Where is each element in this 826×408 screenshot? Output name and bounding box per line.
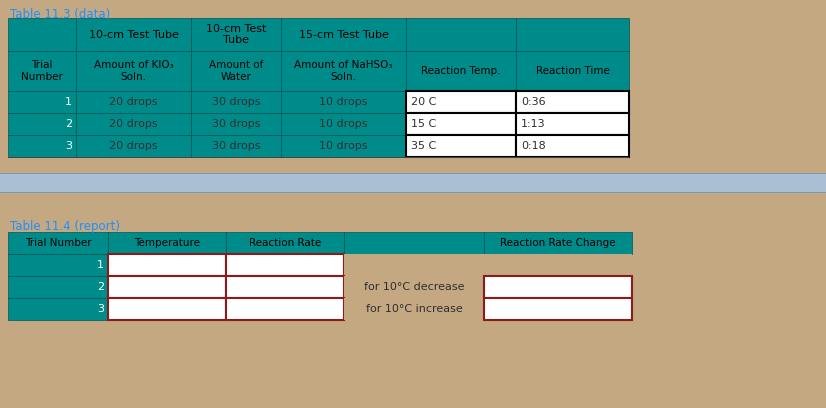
Text: Reaction Temp.: Reaction Temp. <box>421 66 501 76</box>
Bar <box>191 18 281 51</box>
Text: Temperature: Temperature <box>134 238 200 248</box>
Text: 10-cm Test
Tube: 10-cm Test Tube <box>206 24 266 45</box>
Bar <box>76 18 191 51</box>
Bar <box>406 135 516 157</box>
Text: 2: 2 <box>65 119 72 129</box>
Text: 0:18: 0:18 <box>521 141 546 151</box>
Text: 20 C: 20 C <box>411 97 436 107</box>
Text: 30 drops: 30 drops <box>211 97 260 107</box>
Bar <box>516 135 629 157</box>
Text: 35 C: 35 C <box>411 141 436 151</box>
Bar <box>406 51 516 91</box>
Bar <box>8 232 108 254</box>
Text: 1:13: 1:13 <box>521 119 546 129</box>
Bar <box>0 191 826 193</box>
Text: 3: 3 <box>97 304 104 314</box>
Text: Amount of
Water: Amount of Water <box>209 60 263 82</box>
Bar <box>344 232 484 254</box>
Bar <box>108 232 226 254</box>
Text: for 10°C decrease: for 10°C decrease <box>363 282 464 292</box>
Text: Table 11.4 (report): Table 11.4 (report) <box>10 220 120 233</box>
Bar <box>108 298 226 320</box>
Text: 10 drops: 10 drops <box>320 141 368 151</box>
Bar <box>226 298 344 320</box>
Bar <box>0 173 826 174</box>
Bar <box>8 135 76 157</box>
Text: Trial
Number: Trial Number <box>21 60 63 82</box>
Bar <box>281 135 406 157</box>
Bar <box>0 174 826 192</box>
Text: 30 drops: 30 drops <box>211 119 260 129</box>
Bar <box>344 254 484 276</box>
Text: 2: 2 <box>97 282 104 292</box>
Bar <box>8 113 76 135</box>
Bar <box>76 91 191 113</box>
Bar <box>108 276 226 298</box>
Bar <box>8 91 76 113</box>
Bar <box>484 298 632 320</box>
Bar <box>281 18 406 51</box>
Bar <box>281 91 406 113</box>
Bar <box>191 135 281 157</box>
Text: 1: 1 <box>97 260 104 270</box>
Text: Table 11.3 (data): Table 11.3 (data) <box>10 8 110 21</box>
Text: 15-cm Test Tube: 15-cm Test Tube <box>298 29 388 40</box>
Bar <box>191 91 281 113</box>
Bar <box>281 51 406 91</box>
Bar <box>226 254 344 276</box>
Text: Reaction Rate Change: Reaction Rate Change <box>501 238 615 248</box>
Bar <box>344 276 484 298</box>
Bar <box>516 51 629 91</box>
Text: 1: 1 <box>65 97 72 107</box>
Bar <box>108 254 226 276</box>
Bar <box>226 232 344 254</box>
Bar <box>76 135 191 157</box>
Bar <box>516 18 629 51</box>
Bar <box>516 91 629 113</box>
Text: Reaction Time: Reaction Time <box>535 66 610 76</box>
Bar <box>226 276 344 298</box>
Text: 20 drops: 20 drops <box>109 97 158 107</box>
Bar <box>484 254 632 276</box>
Bar <box>191 113 281 135</box>
Bar <box>76 113 191 135</box>
Bar <box>484 232 632 254</box>
Text: Amount of NaHSO₃
Soln.: Amount of NaHSO₃ Soln. <box>294 60 392 82</box>
Bar <box>406 91 516 113</box>
Text: 30 drops: 30 drops <box>211 141 260 151</box>
Text: for 10°C increase: for 10°C increase <box>366 304 463 314</box>
Text: Amount of KIO₃
Soln.: Amount of KIO₃ Soln. <box>93 60 173 82</box>
Text: 10-cm Test Tube: 10-cm Test Tube <box>88 29 178 40</box>
Bar <box>406 18 516 51</box>
Bar <box>191 51 281 91</box>
Bar <box>8 18 76 51</box>
Bar <box>8 51 76 91</box>
Bar <box>8 254 108 276</box>
Text: 20 drops: 20 drops <box>109 141 158 151</box>
Text: 20 drops: 20 drops <box>109 119 158 129</box>
Bar <box>8 276 108 298</box>
Bar <box>76 51 191 91</box>
Text: Reaction Rate: Reaction Rate <box>249 238 321 248</box>
Text: 0:36: 0:36 <box>521 97 546 107</box>
Text: 10 drops: 10 drops <box>320 97 368 107</box>
Bar <box>8 157 629 158</box>
Bar <box>281 113 406 135</box>
Text: 3: 3 <box>65 141 72 151</box>
Bar <box>344 298 484 320</box>
Text: 15 C: 15 C <box>411 119 436 129</box>
Bar <box>516 113 629 135</box>
Bar <box>484 276 632 298</box>
Text: 10 drops: 10 drops <box>320 119 368 129</box>
Text: Trial Number: Trial Number <box>25 238 92 248</box>
Bar <box>406 113 516 135</box>
Bar <box>8 298 108 320</box>
